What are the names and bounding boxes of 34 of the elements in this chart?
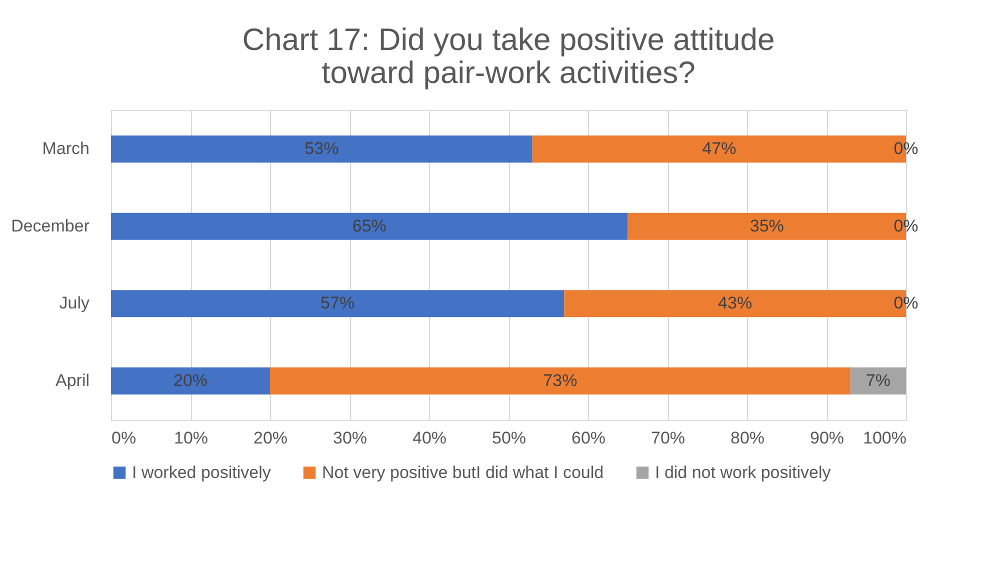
x-tick-label: 40%: [412, 428, 447, 448]
x-tick-label: 0%: [112, 428, 136, 448]
x-tick-label: 70%: [650, 428, 686, 448]
data-label: 73%: [543, 370, 578, 390]
data-label: 53%: [304, 139, 339, 158]
x-tick-label: 90%: [810, 428, 844, 448]
data-label: 47%: [702, 139, 736, 158]
x-tick-label: 100%: [863, 428, 906, 448]
x-tick-label: 60%: [571, 428, 606, 448]
data-label: 20%: [173, 370, 208, 390]
x-tick-label: 80%: [730, 428, 765, 448]
legend-label: I worked positively: [132, 462, 272, 482]
bar: [111, 367, 270, 394]
data-label: 57%: [320, 294, 355, 313]
y-tick-label: March: [42, 139, 90, 158]
y-tick-label: April: [55, 370, 90, 390]
chart-title: Chart 17: Did you take positive attitude toward pair-work activities?: [242, 22, 775, 90]
data-label: 65%: [352, 216, 386, 236]
legend-label: Not very positive butI did what I could: [322, 462, 604, 482]
bar: [111, 212, 628, 240]
x-tick-label: 10%: [174, 428, 208, 448]
bar: [111, 290, 564, 318]
data-label: 35%: [750, 216, 784, 236]
y-tick-label: July: [59, 294, 90, 313]
bar: [111, 136, 532, 163]
x-tick-label: 30%: [332, 428, 368, 448]
bar: [270, 367, 850, 394]
data-label: 7%: [866, 370, 890, 390]
y-tick-label: December: [11, 216, 90, 236]
x-tick-label: 20%: [253, 428, 288, 448]
legend-label: I did not work positively: [655, 462, 832, 482]
data-label: 43%: [718, 294, 752, 313]
x-tick-label: 50%: [492, 428, 526, 448]
bar: [850, 367, 906, 394]
